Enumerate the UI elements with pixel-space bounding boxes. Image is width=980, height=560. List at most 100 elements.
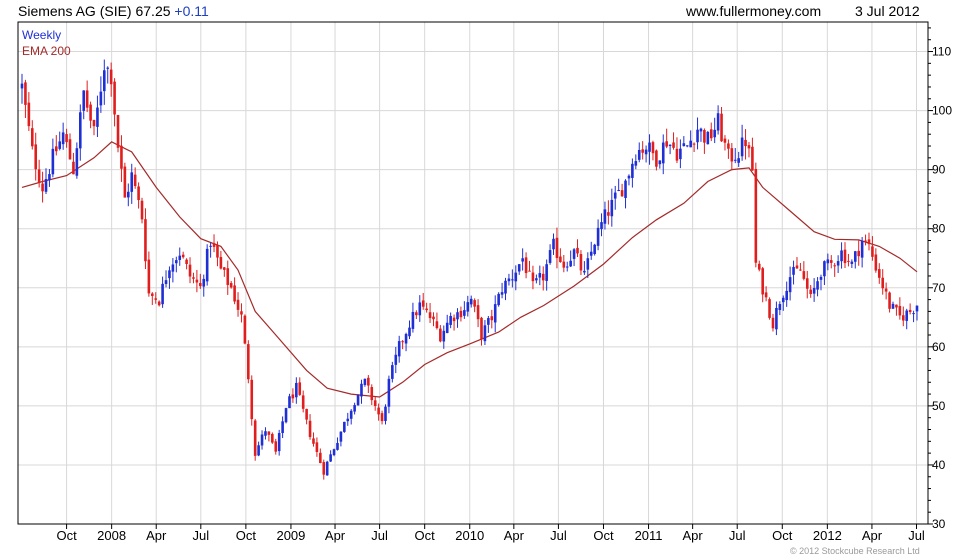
candle xyxy=(795,257,799,269)
candle-body xyxy=(541,273,545,281)
candle xyxy=(332,448,336,457)
candle-body xyxy=(816,281,819,290)
candle xyxy=(82,90,86,120)
candle-body xyxy=(452,317,456,322)
candle-body xyxy=(703,129,706,143)
candle-body xyxy=(593,244,596,255)
candle xyxy=(696,117,699,150)
candle-body xyxy=(288,396,291,409)
y-tick-label: 40 xyxy=(932,458,946,472)
candle xyxy=(644,145,648,163)
candle-body xyxy=(905,310,909,321)
candle-body xyxy=(836,261,840,266)
x-tick-label: Jul xyxy=(729,528,746,543)
candle xyxy=(209,242,212,258)
candle-body xyxy=(418,302,422,316)
candle-body xyxy=(716,113,720,131)
x-tick-label: Oct xyxy=(415,528,436,543)
candle-body xyxy=(511,279,514,281)
candle-body xyxy=(463,310,466,316)
candle-body xyxy=(661,142,665,164)
candle-body xyxy=(181,254,185,258)
candle-body xyxy=(747,145,751,149)
plot-frame xyxy=(17,21,929,525)
candle-body xyxy=(819,276,823,280)
candle-body xyxy=(493,304,497,323)
candle xyxy=(483,320,487,346)
candle xyxy=(781,295,785,311)
candle-body xyxy=(120,145,123,169)
candle-body xyxy=(908,309,912,313)
y-tick-label: 60 xyxy=(932,340,946,354)
x-tick-label: Oct xyxy=(593,528,614,543)
candle xyxy=(418,295,422,322)
candle-body xyxy=(490,316,494,321)
candle xyxy=(391,361,394,383)
candle-body xyxy=(315,442,319,453)
candle xyxy=(157,300,161,307)
candle xyxy=(723,135,727,151)
candle-body xyxy=(888,292,891,309)
candle-body xyxy=(408,327,411,337)
candle xyxy=(651,140,655,161)
candle-body xyxy=(178,255,182,260)
y-axis: 30 40 50 60 70 80 90 100 110 xyxy=(928,27,952,531)
candle-body xyxy=(349,410,353,419)
candle xyxy=(58,131,62,151)
candle xyxy=(823,260,826,286)
candle-body xyxy=(613,192,617,199)
website-label: www.fullermoney.com xyxy=(686,3,822,19)
candle-body xyxy=(257,445,260,456)
candle-body xyxy=(730,148,734,162)
candle xyxy=(840,242,843,269)
candle xyxy=(898,297,902,320)
candle xyxy=(216,241,219,267)
candle-body xyxy=(833,265,837,267)
candle xyxy=(281,416,284,439)
candle xyxy=(127,183,130,207)
candle xyxy=(291,388,295,403)
candle-body xyxy=(130,172,134,192)
candle-body xyxy=(295,382,298,398)
candle xyxy=(895,304,898,316)
candle xyxy=(401,340,404,350)
candle-body xyxy=(579,254,583,271)
candle xyxy=(771,313,775,332)
candle-body xyxy=(864,240,867,242)
candle xyxy=(593,243,596,256)
candle-body xyxy=(521,258,524,262)
candle xyxy=(775,301,778,336)
candle-body xyxy=(504,280,507,294)
candle-body xyxy=(576,247,579,254)
candle xyxy=(744,129,747,160)
candle-body xyxy=(442,330,446,342)
candle xyxy=(435,312,439,330)
candle xyxy=(847,253,850,267)
candle-body xyxy=(624,180,627,199)
copyright-note: © 2012 Stockcube Research Ltd xyxy=(790,546,920,556)
candle-body xyxy=(37,169,41,183)
candle xyxy=(850,259,854,268)
candle-body xyxy=(425,308,428,311)
candle-body xyxy=(912,313,915,315)
candle-body xyxy=(137,186,140,201)
candle-body xyxy=(229,283,233,288)
candle-body xyxy=(853,251,857,262)
candle-body xyxy=(133,174,137,187)
candle xyxy=(757,260,761,272)
candle xyxy=(607,200,610,225)
candle-body xyxy=(82,90,86,111)
candle xyxy=(737,151,740,167)
candle xyxy=(788,266,792,301)
candle xyxy=(308,414,312,440)
candle-body xyxy=(370,387,374,401)
x-tick-label: Oct xyxy=(236,528,257,543)
candle xyxy=(692,142,696,153)
candle xyxy=(181,251,185,259)
candle xyxy=(271,432,274,444)
candle xyxy=(432,312,435,327)
candle-body xyxy=(771,317,775,329)
candle xyxy=(490,309,494,329)
candle xyxy=(559,248,562,263)
candle xyxy=(353,402,356,415)
